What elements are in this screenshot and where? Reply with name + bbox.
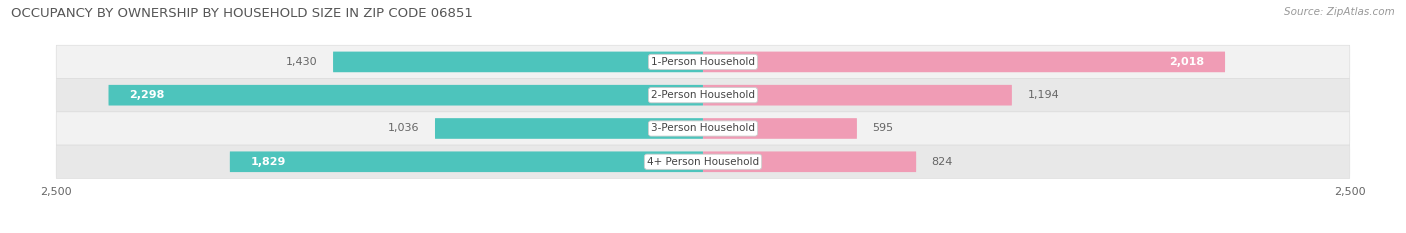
Text: 2-Person Household: 2-Person Household [651,90,755,100]
Text: 595: 595 [873,123,894,134]
FancyBboxPatch shape [229,151,703,172]
FancyBboxPatch shape [703,118,856,139]
Text: 824: 824 [932,157,953,167]
Text: 1,194: 1,194 [1028,90,1059,100]
Text: 1,430: 1,430 [285,57,318,67]
Text: 3-Person Household: 3-Person Household [651,123,755,134]
FancyBboxPatch shape [333,51,703,72]
Text: OCCUPANCY BY OWNERSHIP BY HOUSEHOLD SIZE IN ZIP CODE 06851: OCCUPANCY BY OWNERSHIP BY HOUSEHOLD SIZE… [11,7,474,20]
FancyBboxPatch shape [703,51,1225,72]
FancyBboxPatch shape [56,145,1350,178]
Text: 2,298: 2,298 [129,90,165,100]
Text: 1-Person Household: 1-Person Household [651,57,755,67]
Text: 1,829: 1,829 [250,157,285,167]
FancyBboxPatch shape [56,79,1350,112]
FancyBboxPatch shape [434,118,703,139]
Text: 4+ Person Household: 4+ Person Household [647,157,759,167]
Text: 1,036: 1,036 [388,123,419,134]
FancyBboxPatch shape [56,112,1350,145]
Legend: Owner-occupied, Renter-occupied: Owner-occupied, Renter-occupied [582,230,824,233]
Text: Source: ZipAtlas.com: Source: ZipAtlas.com [1284,7,1395,17]
FancyBboxPatch shape [108,85,703,106]
Text: 2,018: 2,018 [1170,57,1205,67]
FancyBboxPatch shape [703,151,917,172]
FancyBboxPatch shape [703,85,1012,106]
FancyBboxPatch shape [56,45,1350,79]
